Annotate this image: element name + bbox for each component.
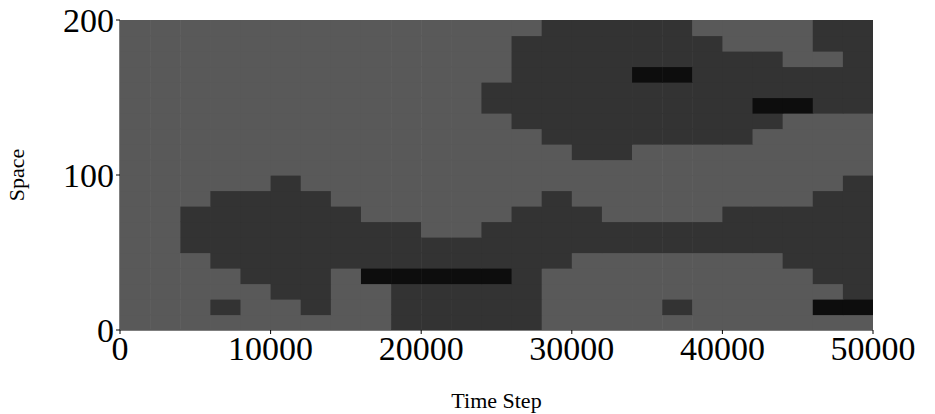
- svg-text:10000: 10000: [228, 330, 313, 367]
- svg-text:50000: 50000: [831, 330, 916, 367]
- svg-text:0: 0: [97, 312, 114, 349]
- svg-text:30000: 30000: [529, 330, 614, 367]
- svg-text:200: 200: [63, 2, 114, 39]
- svg-text:20000: 20000: [379, 330, 464, 367]
- svg-text:Time Step: Time Step: [451, 388, 541, 413]
- svg-text:0: 0: [112, 330, 129, 367]
- svg-text:100: 100: [63, 157, 114, 194]
- svg-text:40000: 40000: [680, 330, 765, 367]
- svg-text:Space: Space: [4, 149, 29, 202]
